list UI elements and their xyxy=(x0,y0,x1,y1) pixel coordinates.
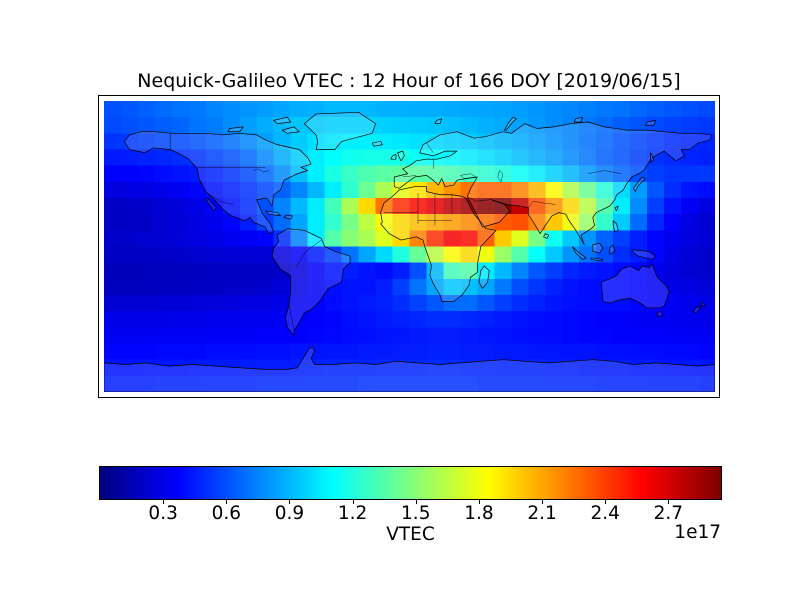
coastline-australia xyxy=(601,264,669,308)
colorbar-tick-label: 1.8 xyxy=(464,503,494,524)
coastlines xyxy=(104,112,715,392)
coastline-north-america xyxy=(124,132,311,234)
coastline-new-zealand-south xyxy=(693,306,701,312)
colorbar-tick xyxy=(163,500,165,504)
coastline-iceland xyxy=(372,141,382,146)
black-sea-outline xyxy=(460,174,475,179)
coastline-hispaniola xyxy=(284,216,292,219)
colorbar-tick-label: 2.7 xyxy=(653,503,684,524)
colorbar-offset-label: 1e17 xyxy=(674,522,721,543)
coastline-victoria-island xyxy=(228,127,243,132)
colorbar-tick-label: 0.6 xyxy=(211,503,242,524)
map-axes-frame xyxy=(98,95,720,398)
coastline-baffin-island xyxy=(282,127,299,133)
colorbar-axis-label: VTEC xyxy=(386,524,435,545)
colorbar-gradient-canvas xyxy=(100,467,721,499)
border-chile-argentina xyxy=(289,305,294,331)
colorbar-tick xyxy=(605,500,607,504)
great-lakes-outline xyxy=(253,169,268,172)
coastline-taiwan xyxy=(615,206,618,211)
colorbar-tick xyxy=(352,500,354,504)
coastline-japan xyxy=(634,177,646,192)
colorbar xyxy=(99,466,722,500)
coastline-new-zealand-north xyxy=(701,301,704,306)
colorbar-tick xyxy=(226,500,228,504)
coastline-ellesmere-island xyxy=(274,117,291,123)
border-india-himalaya xyxy=(528,201,555,207)
coastline-java xyxy=(591,258,603,261)
coastline-sri-lanka xyxy=(544,234,549,239)
colorbar-tick-label: 2.4 xyxy=(590,503,620,524)
colorbar-tick xyxy=(289,500,291,504)
caspian-sea-outline xyxy=(498,171,503,182)
country-borders xyxy=(170,133,621,330)
coastline-new-siberian-islands xyxy=(645,120,655,125)
coastline-philippines xyxy=(613,221,618,232)
border-mongolia xyxy=(588,171,622,174)
coastline-sumatra xyxy=(572,247,586,260)
coastline-baja-california xyxy=(206,198,216,211)
coastline-eurasia xyxy=(394,122,711,245)
colorbar-ticks: 0.3 0.6 0.9 1.2 1.5 1.8 2.1 2.4 2.7 xyxy=(100,500,721,526)
coastline-africa xyxy=(381,187,496,302)
colorbar-tick xyxy=(415,500,417,504)
coastline-ireland xyxy=(391,154,396,159)
colorbar-tick-label: 0.9 xyxy=(274,503,305,524)
colorbar-tick xyxy=(668,500,670,504)
border-brazil-west xyxy=(296,240,321,267)
map-plot-area xyxy=(104,101,715,392)
coastline-novaya-zemlya xyxy=(505,117,517,130)
vtec-heatmap-canvas xyxy=(104,101,715,392)
coastline-severnaya-zemlya xyxy=(574,117,582,122)
coastline-madagascar xyxy=(479,266,489,289)
border-saudi-north xyxy=(467,196,491,201)
colorbar-tick-label: 2.1 xyxy=(527,503,557,524)
coastline-svalbard xyxy=(435,119,442,124)
world-coastlines-overlay xyxy=(104,101,715,392)
colorbar-tick-label: 1.5 xyxy=(401,503,431,524)
chart-title: Nequick-Galileo VTEC : 12 Hour of 166 DO… xyxy=(137,70,681,92)
border-france-spain xyxy=(403,175,417,177)
coastline-cuba xyxy=(265,211,280,216)
coastline-great-britain xyxy=(398,151,405,161)
colorbar-tick xyxy=(478,500,480,504)
coastline-tasmania xyxy=(657,311,662,316)
border-us-mexico xyxy=(208,193,233,204)
coastline-antarctica xyxy=(104,347,715,392)
border-sweden-norway xyxy=(426,143,433,153)
colorbar-tick xyxy=(542,500,544,504)
coastline-borneo xyxy=(593,243,603,253)
colorbar-tick-label: 0.3 xyxy=(148,503,178,524)
coastline-sulawesi xyxy=(610,245,615,255)
coastline-new-guinea xyxy=(632,250,656,260)
coastline-greenland xyxy=(304,112,375,149)
coastline-south-america xyxy=(272,229,350,336)
coastline-sakhalin xyxy=(651,153,654,163)
colorbar-tick-label: 1.2 xyxy=(337,503,368,524)
